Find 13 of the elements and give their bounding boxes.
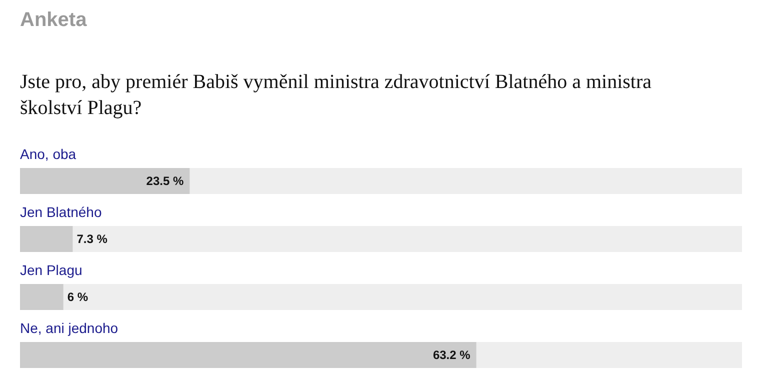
chart-title: Anketa xyxy=(20,9,88,31)
data-label: 6 % xyxy=(67,290,88,304)
data-label: 23.5 % xyxy=(146,174,184,188)
y-tick-label: Ano, oba xyxy=(20,146,76,162)
bar xyxy=(20,284,64,310)
bar xyxy=(20,168,190,194)
y-tick-label: Ne, ani jednoho xyxy=(20,320,118,336)
y-tick-label: Jen Blatného xyxy=(20,204,102,220)
y-tick-label: Jen Plagu xyxy=(20,262,82,278)
chart-subtitle: Jste pro, aby premiér Babiš vyměnil ministra zdravotnictví Blatného a ministra školství Plagu? xyxy=(20,71,652,119)
data-label: 63.2 % xyxy=(432,348,471,362)
data-label: 7.3 % xyxy=(76,232,108,246)
bar xyxy=(20,226,73,252)
